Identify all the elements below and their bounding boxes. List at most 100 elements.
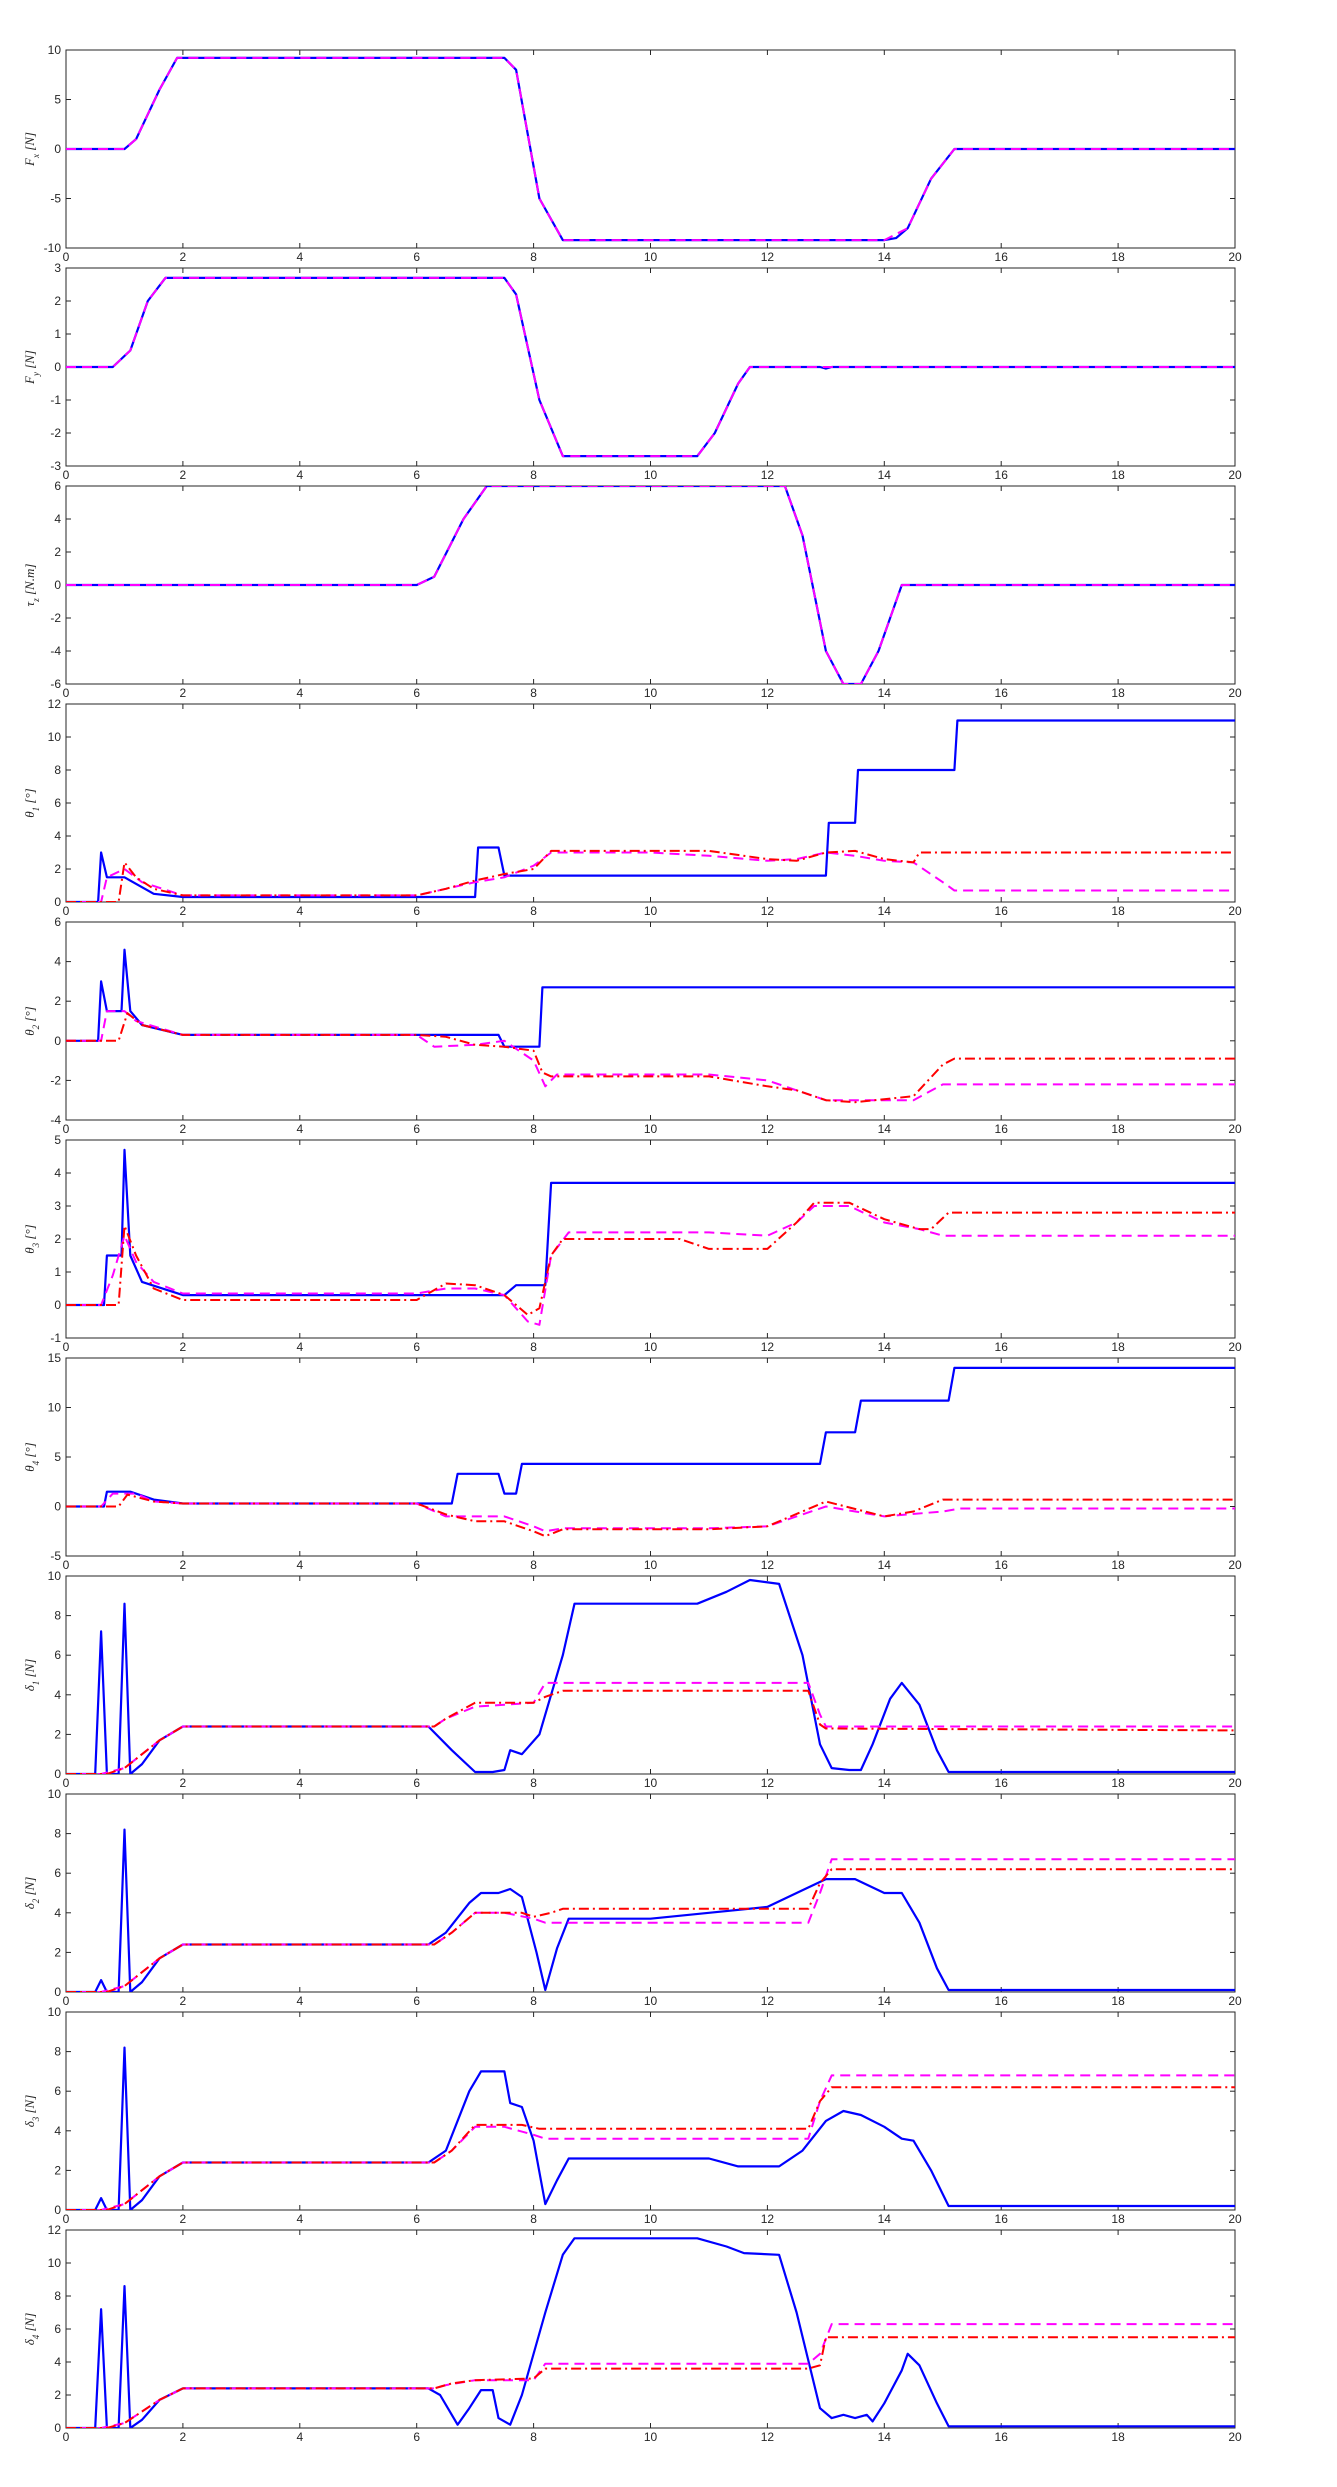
y-tick-label: 3	[54, 261, 61, 275]
x-tick-label: 10	[644, 2212, 658, 2226]
x-tick-label: 4	[296, 1558, 303, 1572]
x-tick-label: 20	[1228, 1558, 1242, 1572]
x-tick-label: 4	[296, 686, 303, 700]
x-tick-label: 0	[63, 2430, 70, 2444]
x-tick-label: 4	[296, 1122, 303, 1136]
y-tick-label: 6	[54, 796, 61, 810]
x-tick-label: 16	[995, 1340, 1009, 1354]
x-tick-label: 4	[296, 250, 303, 264]
subplot-10: 0 2 4 6 8 10 12 14 16 18 20 0 2 4 6 8 10 δ3 [N]	[22, 2005, 1242, 2226]
y-tick-label: 10	[48, 43, 62, 57]
x-tick-label: 16	[995, 1558, 1009, 1572]
x-tick-label: 0	[63, 468, 70, 482]
x-tick-label: 8	[530, 2212, 537, 2226]
x-tick-label: 14	[878, 468, 892, 482]
x-tick-label: 0	[63, 1558, 70, 1572]
y-axis-label: δ4 [N]	[22, 2313, 41, 2346]
x-tick-label: 20	[1228, 904, 1242, 918]
y-tick-label: -10	[44, 241, 62, 255]
y-tick-label: -1	[50, 1331, 61, 1345]
series-s3-line	[66, 2086, 1235, 2210]
y-tick-label: 4	[54, 2355, 61, 2369]
x-tick-label: 14	[878, 1122, 892, 1136]
y-tick-label: -5	[50, 1549, 61, 1563]
x-tick-label: 20	[1228, 686, 1242, 700]
y-tick-label: 10	[48, 1569, 62, 1583]
x-tick-label: 6	[413, 1340, 420, 1354]
y-tick-label: 2	[54, 862, 61, 876]
y-tick-label: 6	[54, 2084, 61, 2098]
x-tick-label: 8	[530, 468, 537, 482]
x-tick-label: 4	[296, 2212, 303, 2226]
x-tick-label: 2	[180, 468, 187, 482]
x-tick-label: 14	[878, 1340, 892, 1354]
y-tick-label: 10	[48, 2005, 62, 2019]
y-tick-label: 6	[54, 1648, 61, 1662]
x-tick-label: 6	[413, 1994, 420, 2008]
y-tick-label: 2	[54, 1727, 61, 1741]
x-tick-label: 8	[530, 250, 537, 264]
y-tick-label: 0	[54, 2203, 61, 2217]
y-tick-label: -2	[50, 426, 61, 440]
series-s3-line	[66, 1201, 1235, 1316]
x-tick-label: 16	[995, 1994, 1009, 2008]
x-tick-label: 12	[761, 1122, 775, 1136]
x-tick-label: 14	[878, 1558, 892, 1572]
x-tick-label: 16	[995, 250, 1009, 264]
y-tick-label: 0	[54, 578, 61, 592]
x-tick-label: 16	[995, 468, 1009, 482]
x-tick-label: 0	[63, 904, 70, 918]
x-tick-label: 12	[761, 468, 775, 482]
x-tick-label: 10	[644, 468, 658, 482]
y-tick-label: -3	[50, 459, 61, 473]
x-tick-label: 6	[413, 904, 420, 918]
y-tick-label: 2	[54, 294, 61, 308]
series-s3-line	[66, 1012, 1235, 1104]
y-tick-label: 0	[54, 1985, 61, 1999]
y-tick-label: 2	[54, 2163, 61, 2177]
x-tick-label: 8	[530, 686, 537, 700]
x-tick-label: 12	[761, 686, 775, 700]
series-s3-line	[66, 1493, 1235, 1538]
axes-box	[65, 703, 1236, 903]
x-tick-label: 12	[761, 1994, 775, 2008]
x-tick-label: 4	[296, 1340, 303, 1354]
y-tick-label: 15	[48, 1351, 62, 1365]
x-tick-label: 0	[63, 250, 70, 264]
x-tick-label: 0	[63, 1340, 70, 1354]
x-tick-label: 4	[296, 1994, 303, 2008]
x-tick-label: 4	[296, 1776, 303, 1790]
x-tick-label: 0	[63, 1122, 70, 1136]
x-tick-label: 6	[413, 686, 420, 700]
x-tick-label: 16	[995, 2212, 1009, 2226]
y-tick-label: 5	[54, 93, 61, 107]
series-s3-line	[66, 849, 1235, 902]
x-tick-label: 18	[1111, 250, 1125, 264]
y-tick-label: 4	[54, 512, 61, 526]
y-tick-label: 0	[54, 142, 61, 156]
x-tick-label: 10	[644, 686, 658, 700]
series-s2-line	[66, 1205, 1235, 1326]
x-tick-label: 0	[63, 1776, 70, 1790]
series-s1-line	[66, 56, 1235, 242]
x-tick-label: 18	[1111, 2430, 1125, 2444]
series-s1-line	[66, 719, 1235, 902]
x-tick-label: 20	[1228, 1122, 1242, 1136]
x-tick-label: 16	[995, 686, 1009, 700]
x-tick-label: 12	[761, 1776, 775, 1790]
x-tick-label: 14	[878, 1994, 892, 2008]
x-tick-label: 18	[1111, 904, 1125, 918]
x-tick-label: 6	[413, 250, 420, 264]
axes-box	[65, 921, 1236, 1121]
x-tick-label: 8	[530, 1994, 537, 2008]
x-tick-label: 10	[644, 1776, 658, 1790]
x-tick-label: 12	[761, 2430, 775, 2444]
axes-box	[65, 1793, 1236, 1993]
y-tick-label: 2	[54, 1232, 61, 1246]
x-tick-label: 8	[530, 1558, 537, 1572]
x-tick-label: 4	[296, 2430, 303, 2444]
series-s2-line	[66, 2074, 1235, 2210]
